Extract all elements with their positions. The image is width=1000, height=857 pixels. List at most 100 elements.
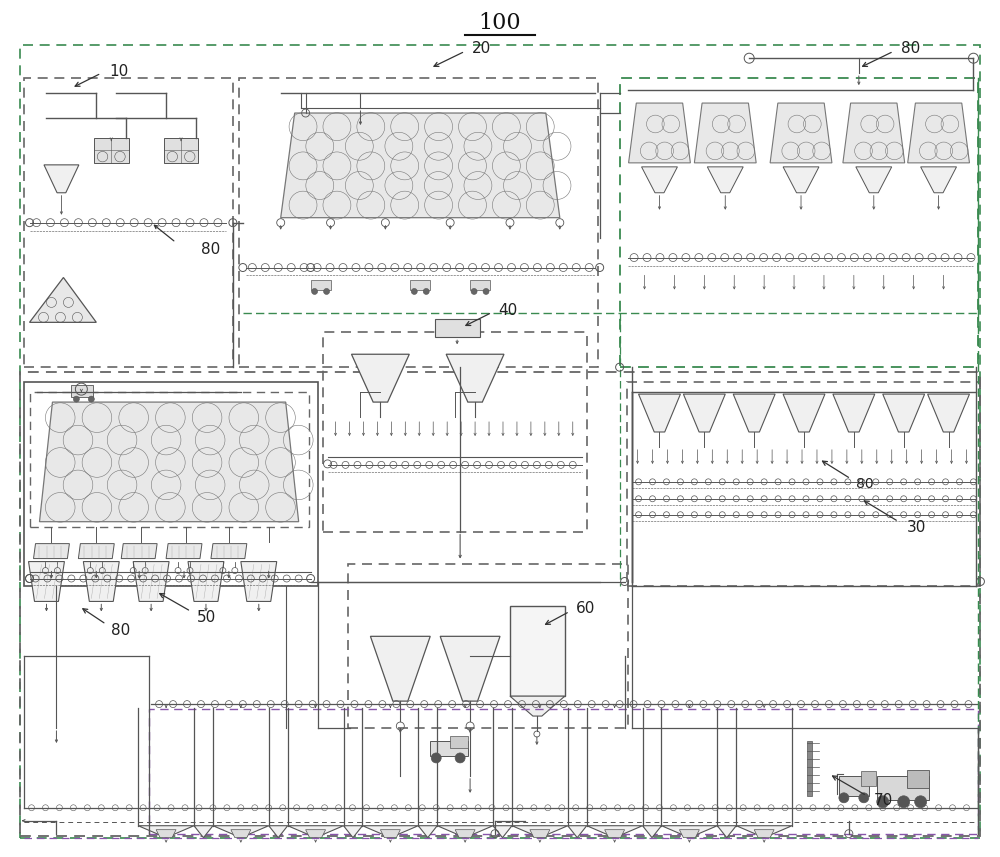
Polygon shape [213,825,269,837]
Bar [71,385,93,397]
Bar [149,709,978,834]
Polygon shape [717,825,736,837]
Text: 60: 60 [576,601,595,616]
Bar [627,382,980,586]
Polygon shape [269,825,288,837]
Circle shape [877,796,889,808]
Polygon shape [156,830,176,837]
Bar [20,372,980,836]
Bar [839,776,869,796]
Polygon shape [707,167,743,193]
Polygon shape [344,825,362,837]
Polygon shape [661,825,717,837]
Polygon shape [30,278,96,322]
Polygon shape [568,825,587,837]
Polygon shape [928,394,969,432]
Polygon shape [281,113,560,218]
Polygon shape [921,167,957,193]
Polygon shape [783,167,819,193]
Bar [450,736,468,748]
Bar [620,78,978,367]
Polygon shape [683,394,725,432]
Polygon shape [733,394,775,432]
Polygon shape [380,830,400,837]
Text: 10: 10 [109,63,129,79]
Polygon shape [370,637,430,701]
Text: 40: 40 [498,303,517,318]
Text: 70: 70 [874,794,893,808]
Polygon shape [642,167,677,193]
Text: 30: 30 [907,520,926,535]
Circle shape [915,796,927,808]
Circle shape [423,289,429,295]
Bar [30,393,309,527]
Bar [510,607,565,696]
Polygon shape [605,830,625,837]
Bar [907,770,929,788]
Circle shape [898,796,910,808]
Bar [807,741,812,796]
Polygon shape [770,103,832,163]
Bar [311,280,331,291]
Text: 80: 80 [901,41,920,56]
Polygon shape [833,394,875,432]
Bar [24,78,233,367]
Polygon shape [241,561,277,602]
Polygon shape [510,696,565,716]
Polygon shape [166,543,202,559]
Polygon shape [44,165,79,193]
Circle shape [73,396,79,402]
Bar [24,382,318,586]
Text: 80: 80 [201,242,220,257]
Polygon shape [736,825,792,837]
Circle shape [324,289,330,295]
Circle shape [483,289,489,295]
Polygon shape [694,103,756,163]
Circle shape [839,793,849,803]
Polygon shape [83,561,119,602]
Polygon shape [211,543,247,559]
Polygon shape [843,103,905,163]
Circle shape [312,289,318,295]
Polygon shape [288,825,344,837]
Circle shape [455,753,465,763]
Polygon shape [138,825,194,837]
Text: 80: 80 [111,623,131,638]
Polygon shape [587,825,643,837]
Bar [861,771,876,786]
Polygon shape [306,830,326,837]
Polygon shape [639,394,680,432]
Polygon shape [351,354,409,402]
Polygon shape [643,825,661,837]
Bar [435,320,480,338]
Polygon shape [754,830,774,837]
Polygon shape [440,637,500,701]
Polygon shape [34,543,69,559]
Bar [410,280,430,291]
Polygon shape [121,543,157,559]
Circle shape [471,289,477,295]
Polygon shape [530,830,550,837]
Polygon shape [455,830,475,837]
Text: 80: 80 [856,476,873,491]
Circle shape [859,793,869,803]
Text: 20: 20 [472,41,491,56]
Circle shape [88,396,94,402]
Polygon shape [446,354,504,402]
Polygon shape [493,825,512,837]
Bar [877,776,929,800]
Polygon shape [231,830,251,837]
Text: 100: 100 [479,12,521,34]
Polygon shape [629,103,690,163]
Polygon shape [679,830,699,837]
Polygon shape [188,561,224,602]
Bar [164,138,198,163]
Polygon shape [418,825,437,837]
Bar [430,741,468,756]
Bar [323,333,587,531]
Polygon shape [783,394,825,432]
Polygon shape [78,543,114,559]
Polygon shape [29,561,64,602]
Circle shape [431,753,441,763]
Polygon shape [194,825,213,837]
